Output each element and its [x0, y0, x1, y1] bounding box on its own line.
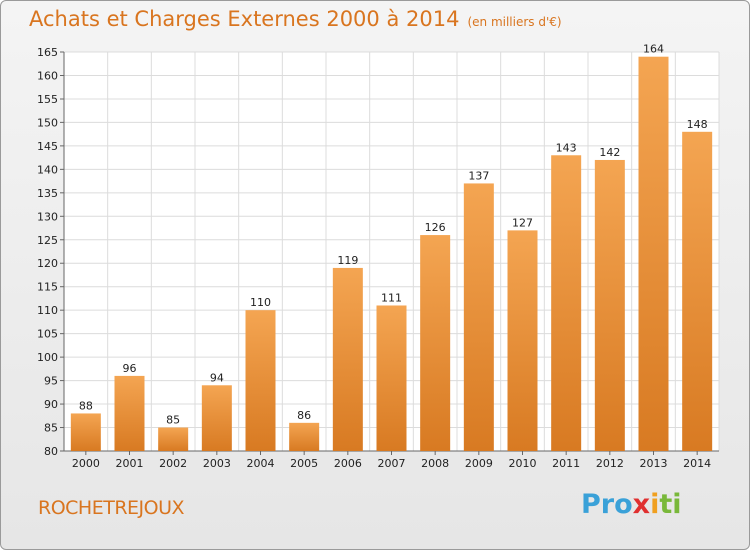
data-label: 143 — [556, 141, 577, 154]
x-tick-label: 2004 — [247, 457, 275, 470]
y-tick-label: 135 — [37, 187, 58, 200]
bar — [463, 183, 494, 451]
data-label: 94 — [210, 371, 224, 384]
y-tick-label: 155 — [37, 93, 58, 106]
y-tick-label: 90 — [44, 398, 58, 411]
chart-title-text: Achats et Charges Externes 2000 à 2014 — [29, 7, 460, 31]
y-tick-label: 85 — [44, 422, 58, 435]
logo-part-1: Pro — [581, 489, 633, 520]
logo-part-4: ti — [659, 489, 682, 520]
y-tick-label: 145 — [37, 140, 58, 153]
data-label: 142 — [599, 146, 620, 159]
bar — [289, 422, 320, 451]
y-tick-label: 95 — [44, 375, 58, 388]
bar — [114, 375, 145, 451]
x-tick-label: 2003 — [203, 457, 231, 470]
bar — [594, 159, 625, 451]
x-tick-label: 2013 — [640, 457, 668, 470]
bar — [376, 305, 407, 451]
x-tick-label: 2010 — [509, 457, 537, 470]
y-tick-label: 150 — [37, 116, 58, 129]
logo-part-3: i — [650, 489, 660, 520]
data-label: 119 — [337, 254, 358, 267]
bar — [201, 385, 232, 451]
y-tick-label: 125 — [37, 234, 58, 247]
logo-part-2: x — [632, 489, 651, 520]
bar — [70, 413, 101, 451]
x-tick-label: 2002 — [159, 457, 187, 470]
x-tick-label: 2001 — [116, 457, 144, 470]
y-tick-label: 130 — [37, 210, 58, 223]
place-name: ROCHETREJOUX — [38, 497, 185, 519]
x-tick-label: 2006 — [334, 457, 362, 470]
x-tick-label: 2014 — [683, 457, 711, 470]
y-tick-label: 100 — [37, 351, 58, 364]
bar — [551, 155, 582, 452]
bar — [245, 310, 276, 451]
y-tick-label: 160 — [37, 69, 58, 82]
data-label: 137 — [468, 169, 489, 182]
x-tick-label: 2012 — [596, 457, 624, 470]
data-label: 126 — [425, 221, 446, 234]
y-tick-label: 165 — [37, 46, 58, 59]
x-tick-label: 2009 — [465, 457, 493, 470]
bar — [158, 427, 189, 451]
bar — [682, 131, 713, 452]
y-tick-label: 115 — [37, 281, 58, 294]
data-label: 88 — [79, 399, 93, 412]
y-tick-label: 105 — [37, 328, 58, 341]
chart-title: Achats et Charges Externes 2000 à 2014 (e… — [29, 7, 562, 31]
y-tick-label: 120 — [37, 257, 58, 270]
data-label: 86 — [297, 409, 311, 422]
x-tick-label: 2007 — [378, 457, 406, 470]
proxiti-logo: Proxiti — [581, 489, 682, 520]
data-label: 85 — [166, 414, 180, 427]
data-label: 96 — [123, 362, 137, 375]
data-label: 127 — [512, 216, 533, 229]
bar — [420, 235, 451, 451]
data-label: 164 — [643, 43, 664, 56]
y-tick-label: 110 — [37, 304, 58, 317]
data-label: 148 — [687, 118, 708, 131]
x-tick-label: 2011 — [552, 457, 580, 470]
x-tick-label: 2008 — [421, 457, 449, 470]
y-tick-label: 80 — [44, 445, 58, 458]
bar — [507, 230, 538, 451]
data-label: 110 — [250, 296, 271, 309]
data-label: 111 — [381, 291, 402, 304]
x-tick-label: 2000 — [72, 457, 100, 470]
bar — [332, 267, 363, 451]
bar — [638, 56, 669, 451]
x-tick-label: 2005 — [290, 457, 318, 470]
chart-unit: (en milliers d'€) — [467, 15, 562, 29]
y-tick-label: 140 — [37, 163, 58, 176]
